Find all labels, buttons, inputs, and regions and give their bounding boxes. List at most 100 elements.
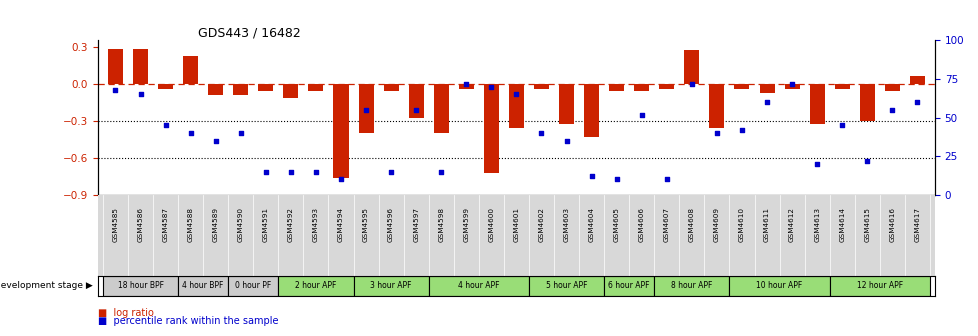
Text: GSM4593: GSM4593 <box>313 207 319 242</box>
Bar <box>157 84 173 89</box>
Bar <box>333 84 348 177</box>
Bar <box>433 84 448 133</box>
Text: GSM4617: GSM4617 <box>913 207 919 242</box>
Point <box>458 81 473 86</box>
Text: GSM4591: GSM4591 <box>262 207 269 242</box>
Bar <box>528 276 603 296</box>
Point <box>883 107 899 113</box>
Bar <box>584 84 599 137</box>
Text: 3 hour APF: 3 hour APF <box>370 281 412 290</box>
Bar <box>603 276 653 296</box>
Point <box>108 87 123 92</box>
Text: GSM4611: GSM4611 <box>763 207 770 242</box>
Point <box>833 123 849 128</box>
Text: 8 hour APF: 8 hour APF <box>671 281 712 290</box>
Bar <box>634 84 648 91</box>
Bar <box>684 50 698 84</box>
Text: GSM4609: GSM4609 <box>713 207 719 242</box>
Text: GSM4595: GSM4595 <box>363 207 369 242</box>
Point <box>283 169 298 174</box>
Bar <box>103 276 178 296</box>
Bar <box>658 84 674 89</box>
Bar <box>834 84 849 89</box>
Text: GSM4603: GSM4603 <box>563 207 569 242</box>
Bar <box>358 84 374 133</box>
Bar <box>533 84 549 89</box>
Text: GSM4596: GSM4596 <box>387 207 394 242</box>
Text: GSM4590: GSM4590 <box>238 207 244 242</box>
Point <box>233 130 248 136</box>
Bar <box>509 84 523 128</box>
Text: development stage ▶: development stage ▶ <box>0 281 93 290</box>
Bar <box>183 56 198 84</box>
Bar <box>278 276 353 296</box>
Text: GSM4612: GSM4612 <box>788 207 794 242</box>
Point <box>758 99 774 105</box>
Bar <box>228 276 278 296</box>
Bar <box>459 84 473 89</box>
Point <box>358 107 374 113</box>
Point <box>909 99 924 105</box>
Text: GSM4600: GSM4600 <box>488 207 494 242</box>
Point <box>258 169 274 174</box>
Text: GSM4598: GSM4598 <box>438 207 444 242</box>
Text: GSM4602: GSM4602 <box>538 207 544 242</box>
Bar <box>729 276 828 296</box>
Text: GSM4594: GSM4594 <box>337 207 343 242</box>
Point <box>783 81 799 86</box>
Bar <box>258 84 273 91</box>
Bar <box>558 84 573 124</box>
Text: GSM4599: GSM4599 <box>463 207 468 242</box>
Point <box>809 161 824 167</box>
Text: GSM4608: GSM4608 <box>689 207 694 242</box>
Point <box>183 130 199 136</box>
Point <box>333 177 348 182</box>
Text: GSM4605: GSM4605 <box>613 207 619 242</box>
Bar <box>653 276 729 296</box>
Bar <box>208 84 223 95</box>
Text: GSM4585: GSM4585 <box>112 207 118 242</box>
Bar <box>283 84 298 98</box>
Point <box>408 107 423 113</box>
Bar <box>884 84 899 91</box>
Point <box>658 177 674 182</box>
Text: GSM4607: GSM4607 <box>663 207 669 242</box>
Text: GSM4588: GSM4588 <box>188 207 194 242</box>
Text: GSM4606: GSM4606 <box>638 207 645 242</box>
Text: 10 hour APF: 10 hour APF <box>756 281 802 290</box>
Point <box>157 123 173 128</box>
Text: ■  percentile rank within the sample: ■ percentile rank within the sample <box>98 316 278 326</box>
Text: 4 hour APF: 4 hour APF <box>458 281 499 290</box>
Text: GSM4615: GSM4615 <box>864 207 869 242</box>
Text: GSM4587: GSM4587 <box>162 207 168 242</box>
Point <box>633 112 648 117</box>
Bar <box>233 84 248 95</box>
Text: GSM4604: GSM4604 <box>588 207 594 242</box>
Text: GSM4597: GSM4597 <box>413 207 419 242</box>
Bar <box>909 76 924 84</box>
Text: 4 hour BPF: 4 hour BPF <box>182 281 224 290</box>
Bar <box>353 276 428 296</box>
Text: GSM4610: GSM4610 <box>738 207 744 242</box>
Bar <box>709 84 724 128</box>
Bar <box>783 84 799 89</box>
Text: GSM4616: GSM4616 <box>888 207 895 242</box>
Point <box>583 174 599 179</box>
Point <box>533 130 549 136</box>
Point <box>483 84 499 89</box>
Bar <box>108 49 123 84</box>
Bar <box>428 276 528 296</box>
Bar <box>734 84 749 89</box>
Point <box>433 169 449 174</box>
Text: 2 hour APF: 2 hour APF <box>295 281 336 290</box>
Bar <box>859 84 874 121</box>
Point <box>684 81 699 86</box>
Bar <box>383 84 398 91</box>
Text: GSM4592: GSM4592 <box>288 207 293 242</box>
Text: GSM4589: GSM4589 <box>212 207 218 242</box>
Point <box>383 169 399 174</box>
Text: 12 hour APF: 12 hour APF <box>856 281 902 290</box>
Bar <box>408 84 423 118</box>
Point <box>133 92 149 97</box>
Text: GSM4586: GSM4586 <box>137 207 144 242</box>
